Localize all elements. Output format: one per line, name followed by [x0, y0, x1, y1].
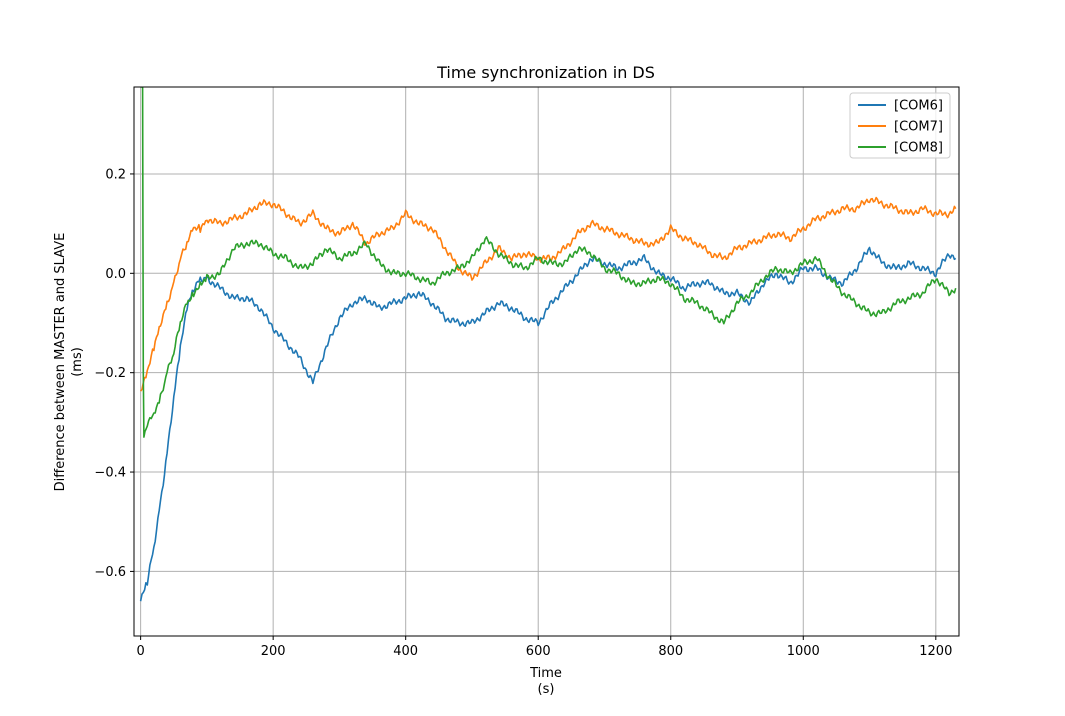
- x-tick-label: 0: [136, 644, 144, 659]
- series-line-com7: [139, 196, 957, 392]
- x-tick-label: 400: [393, 644, 418, 659]
- series-lines: [139, 87, 957, 602]
- series-line-com8: [140, 87, 957, 438]
- y-tick-label: 0.2: [105, 167, 126, 182]
- y-tick-label: −0.4: [94, 466, 126, 481]
- legend-label: [COM6]: [894, 99, 943, 114]
- chart-title: Time synchronization in DS: [436, 63, 655, 82]
- x-tick-label: 1000: [787, 644, 820, 659]
- y-axis-label: Difference between MASTER and SLAVE: [53, 233, 68, 492]
- x-tick-label: 600: [526, 644, 551, 659]
- x-axis-label: Time: [529, 666, 562, 681]
- axes-frame: [133, 86, 960, 637]
- x-tick-label: 1200: [919, 644, 952, 659]
- y-axis-unit: (ms): [70, 347, 85, 377]
- legend-label: [COM8]: [894, 141, 943, 156]
- x-tick-label: 200: [261, 644, 286, 659]
- x-tick-label: 800: [658, 644, 683, 659]
- legend-label: [COM7]: [894, 120, 943, 135]
- legend-box: [849, 92, 951, 159]
- series-line-com6: [139, 246, 957, 602]
- x-axis-unit: (s): [538, 682, 555, 697]
- grid: [134, 87, 959, 636]
- legend: [COM6] [COM7] [COM8]: [849, 92, 951, 159]
- ticks: 0 200 400 600 800 1000 1200 −0.6 −0.4 −0.2 0.0 0.2: [94, 167, 952, 659]
- y-tick-label: −0.2: [94, 366, 126, 381]
- y-tick-label: −0.6: [94, 565, 126, 580]
- y-tick-label: 0.0: [105, 267, 126, 282]
